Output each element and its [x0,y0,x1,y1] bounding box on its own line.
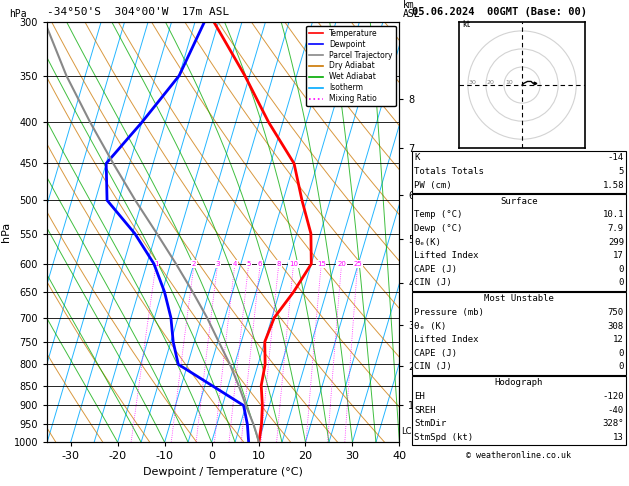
Text: SREH: SREH [414,406,435,415]
Text: 328°: 328° [603,419,624,428]
Legend: Temperature, Dewpoint, Parcel Trajectory, Dry Adiabat, Wet Adiabat, Isotherm, Mi: Temperature, Dewpoint, Parcel Trajectory… [306,26,396,106]
Text: Most Unstable: Most Unstable [484,295,554,303]
Text: LCL: LCL [401,427,416,436]
Text: K: K [414,154,420,162]
Text: θₑ (K): θₑ (K) [414,322,446,330]
Text: 3: 3 [215,261,220,267]
Text: Surface: Surface [500,197,538,206]
Text: 13: 13 [613,433,624,442]
Text: 12: 12 [613,335,624,344]
Text: Hodograph: Hodograph [495,379,543,387]
Text: 05.06.2024  00GMT (Base: 00): 05.06.2024 00GMT (Base: 00) [412,7,587,17]
Text: 0: 0 [618,278,624,287]
Text: hPa: hPa [9,9,27,19]
Text: 20: 20 [337,261,346,267]
Text: Dewp (°C): Dewp (°C) [414,224,462,233]
Text: 2: 2 [192,261,196,267]
Text: 0: 0 [618,363,624,371]
Text: 10: 10 [289,261,298,267]
X-axis label: Dewpoint / Temperature (°C): Dewpoint / Temperature (°C) [143,467,303,477]
Text: 8: 8 [277,261,281,267]
Text: -120: -120 [603,392,624,401]
Text: CAPE (J): CAPE (J) [414,265,457,274]
Text: © weatheronline.co.uk: © weatheronline.co.uk [467,451,571,460]
Text: EH: EH [414,392,425,401]
Text: CIN (J): CIN (J) [414,278,452,287]
Text: kt: kt [462,20,470,29]
Text: PW (cm): PW (cm) [414,181,452,190]
Text: 750: 750 [608,308,624,317]
Text: 30: 30 [469,80,477,85]
Text: 10: 10 [505,80,513,85]
Text: 0: 0 [618,265,624,274]
Text: -40: -40 [608,406,624,415]
Text: Lifted Index: Lifted Index [414,335,479,344]
Text: StmDir: StmDir [414,419,446,428]
Text: 1.58: 1.58 [603,181,624,190]
Text: 15: 15 [317,261,326,267]
Text: CAPE (J): CAPE (J) [414,349,457,358]
Text: 299: 299 [608,238,624,246]
Text: 5: 5 [618,167,624,176]
Text: 5: 5 [247,261,251,267]
Text: -14: -14 [608,154,624,162]
Text: 308: 308 [608,322,624,330]
Text: Lifted Index: Lifted Index [414,251,479,260]
Text: Totals Totals: Totals Totals [414,167,484,176]
Text: 0: 0 [618,349,624,358]
Y-axis label: hPa: hPa [1,222,11,242]
Text: StmSpd (kt): StmSpd (kt) [414,433,473,442]
Text: 6: 6 [258,261,262,267]
Text: Pressure (mb): Pressure (mb) [414,308,484,317]
Text: 4: 4 [233,261,237,267]
Text: -34°50'S  304°00'W  17m ASL: -34°50'S 304°00'W 17m ASL [47,7,230,17]
Text: 17: 17 [613,251,624,260]
Text: 10.1: 10.1 [603,210,624,219]
Text: θₑ(K): θₑ(K) [414,238,441,246]
Text: CIN (J): CIN (J) [414,363,452,371]
Text: 25: 25 [353,261,362,267]
Text: 7.9: 7.9 [608,224,624,233]
Text: 20: 20 [487,80,495,85]
Text: 1: 1 [154,261,159,267]
Text: km
ASL: km ASL [403,0,420,19]
Text: Temp (°C): Temp (°C) [414,210,462,219]
Y-axis label: Mixing Ratio (g/kg): Mixing Ratio (g/kg) [418,186,428,278]
